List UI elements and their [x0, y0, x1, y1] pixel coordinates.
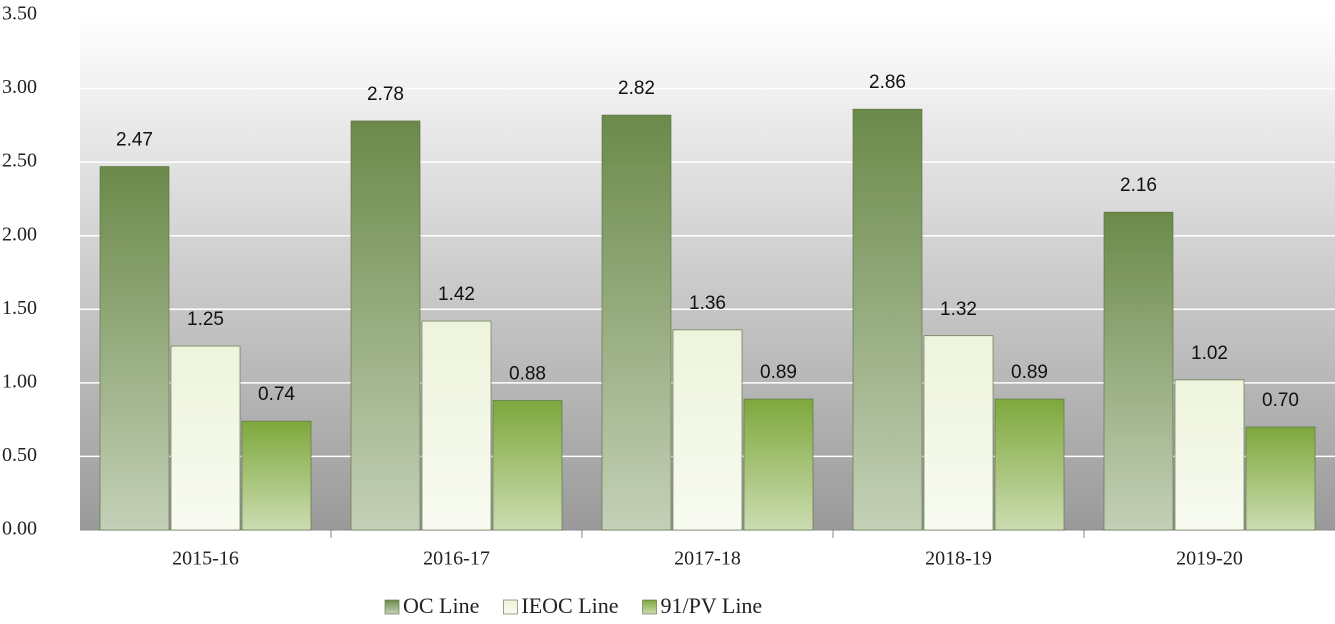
legend-label: IEOC Line	[521, 593, 618, 618]
data-label: 2.47	[116, 130, 153, 151]
y-tick-label: 3.50	[2, 3, 37, 25]
data-label: 0.88	[509, 364, 546, 385]
bar	[923, 335, 994, 531]
data-label: 1.02	[1191, 343, 1228, 364]
y-tick-label: 1.50	[2, 297, 37, 319]
legend-swatch	[642, 599, 657, 615]
bar	[1245, 426, 1316, 531]
x-tick-label: 2019-20	[1176, 548, 1243, 570]
data-label: 1.25	[187, 309, 224, 330]
x-tick-label: 2017-18	[674, 548, 741, 570]
data-label: 2.82	[618, 78, 655, 99]
data-label: 2.16	[1120, 175, 1157, 196]
y-tick-label: 2.00	[2, 223, 37, 245]
data-label: 1.32	[940, 299, 977, 320]
y-tick-label: 0.00	[2, 518, 37, 540]
data-label: 2.78	[367, 84, 404, 105]
bar	[241, 420, 312, 531]
bar	[1174, 379, 1245, 531]
bar	[350, 120, 421, 531]
legend-swatch	[384, 599, 400, 615]
x-tick-label: 2016-17	[423, 548, 490, 570]
data-label: 0.70	[1262, 390, 1299, 411]
data-label: 1.36	[689, 293, 726, 314]
bar	[99, 166, 170, 531]
data-label: 0.89	[1011, 362, 1048, 383]
bar	[421, 320, 492, 531]
bar	[672, 329, 743, 531]
x-tick-label: 2015-16	[172, 548, 239, 570]
legend-label: OC Line	[403, 593, 479, 618]
data-label: 0.89	[760, 362, 797, 383]
y-tick-label: 3.00	[2, 76, 37, 98]
bar	[601, 114, 672, 531]
bar	[852, 108, 923, 531]
y-tick-label: 2.50	[2, 150, 37, 172]
legend-swatch	[503, 599, 518, 615]
x-tick-label: 2018-19	[925, 548, 992, 570]
bar	[743, 398, 814, 531]
bar	[492, 400, 563, 531]
legend-label: 91/PV Line	[661, 593, 763, 618]
data-label: 1.42	[438, 284, 475, 305]
data-label: 2.86	[869, 72, 906, 93]
bar	[170, 345, 241, 531]
bar	[1103, 211, 1174, 531]
y-tick-label: 0.50	[2, 444, 37, 466]
bar	[994, 398, 1065, 531]
data-label: 0.74	[258, 384, 295, 405]
y-tick-label: 1.00	[2, 370, 37, 392]
